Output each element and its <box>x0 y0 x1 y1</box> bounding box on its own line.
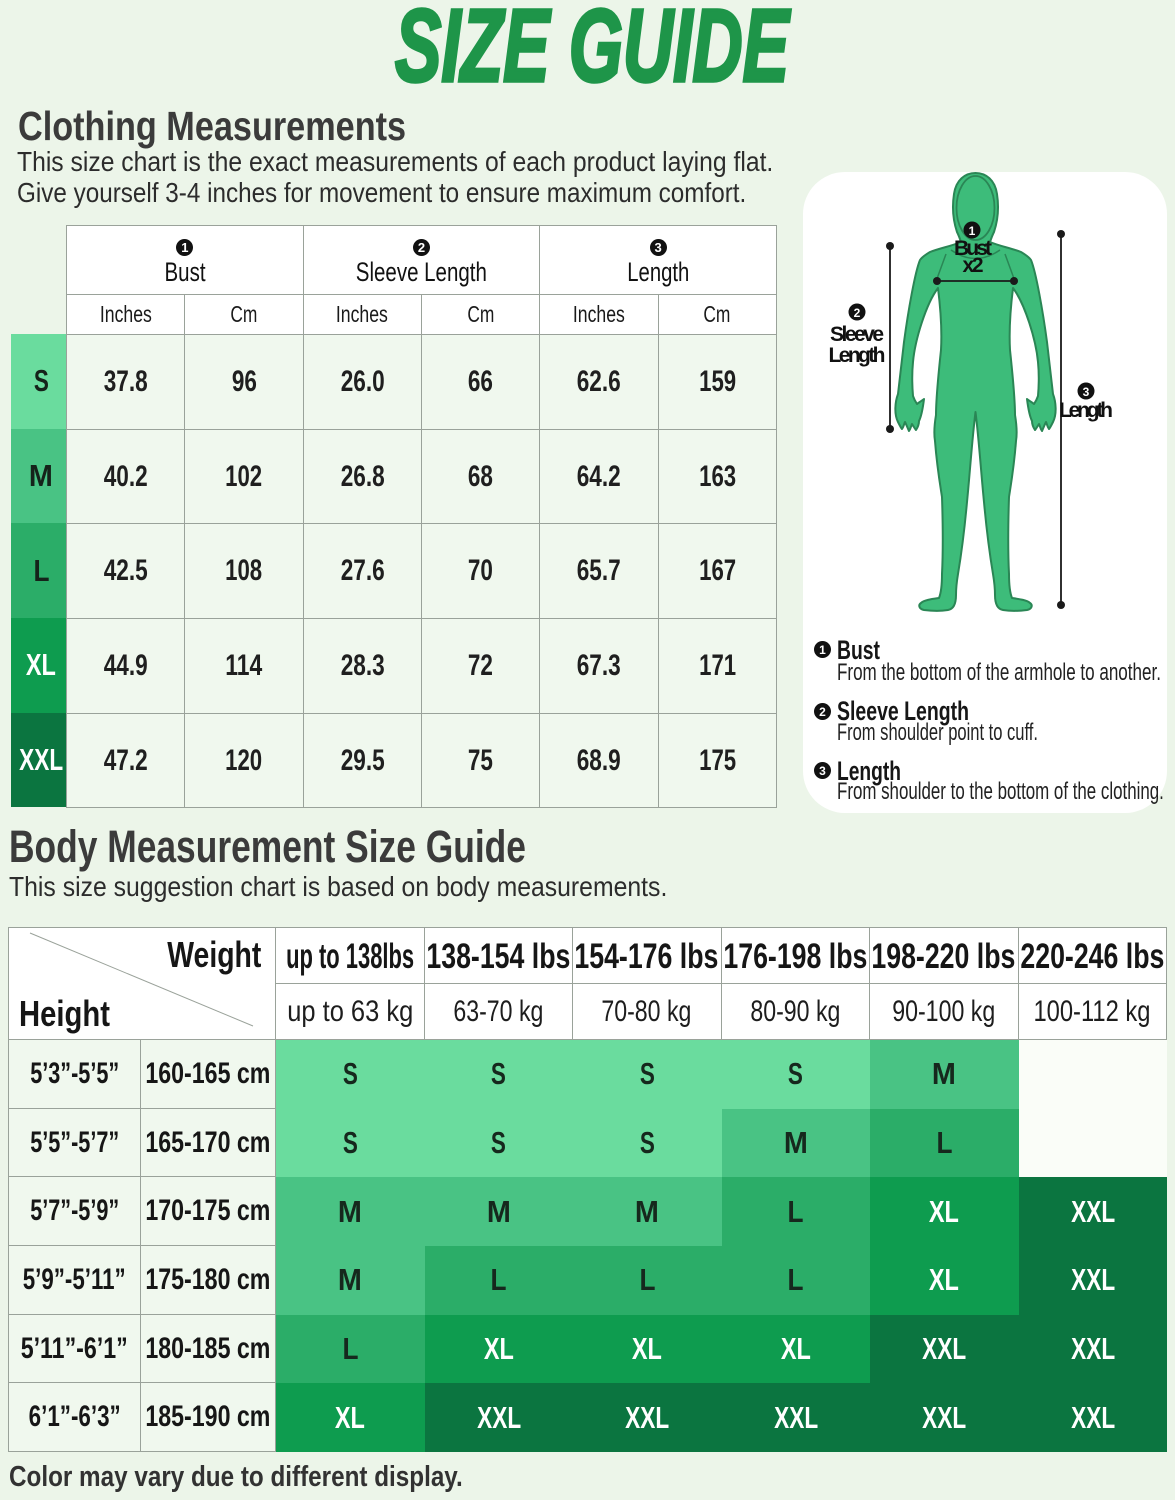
svg-text:2: 2 <box>854 306 861 320</box>
svg-text:Length: Length <box>1059 399 1113 422</box>
svg-text:3: 3 <box>1083 385 1090 399</box>
svg-text:Sleeve: Sleeve <box>830 323 884 346</box>
svg-text:Length: Length <box>829 344 886 367</box>
svg-text:x2: x2 <box>963 254 984 277</box>
svg-text:Bust: Bust <box>954 237 992 260</box>
svg-text:SIZE GUIDE: SIZE GUIDE <box>395 0 791 103</box>
svg-text:1: 1 <box>969 224 976 238</box>
